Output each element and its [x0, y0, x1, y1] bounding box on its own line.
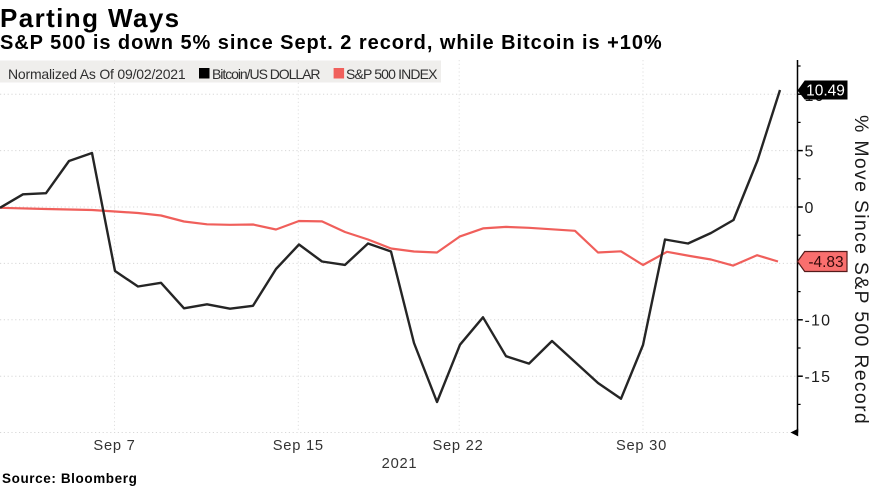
svg-text:0: 0: [805, 200, 815, 217]
svg-text:Sep 15: Sep 15: [273, 438, 324, 454]
svg-text:Bitcoin/US DOLLAR: Bitcoin/US DOLLAR: [212, 66, 320, 82]
svg-text:Normalized As Of 09/02/2021: Normalized As Of 09/02/2021: [8, 66, 186, 82]
svg-text:-15: -15: [805, 369, 832, 386]
svg-text:5: 5: [805, 144, 815, 161]
svg-text:-10: -10: [805, 313, 832, 330]
svg-text:Sep 22: Sep 22: [432, 438, 483, 454]
svg-text:Sep 7: Sep 7: [93, 438, 135, 454]
svg-text:-4.83: -4.83: [808, 254, 843, 271]
svg-text:10.49: 10.49: [806, 83, 845, 100]
svg-text:% Move Since S&P 500 Record: % Move Since S&P 500 Record: [850, 115, 870, 425]
svg-text:Sep 30: Sep 30: [616, 438, 667, 454]
svg-text:S&P 500 INDEX: S&P 500 INDEX: [346, 66, 438, 82]
svg-text:2021: 2021: [382, 456, 418, 472]
